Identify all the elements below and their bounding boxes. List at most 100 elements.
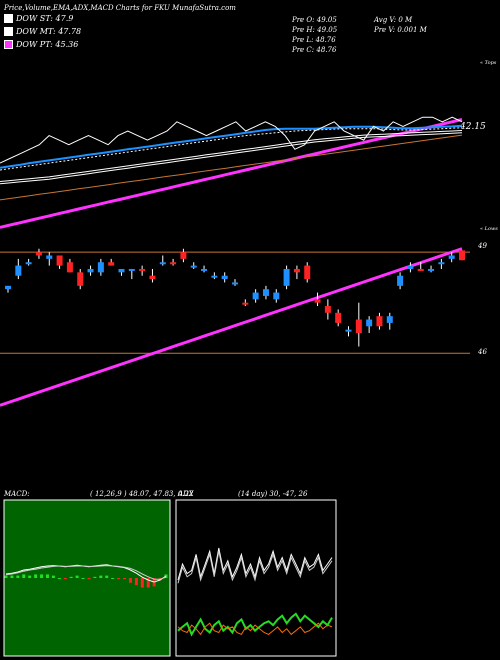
legend-swatch xyxy=(4,27,13,36)
candle-body xyxy=(386,316,393,323)
macd-histogram-bar xyxy=(22,574,26,578)
legend-label: DOW PT: 45.36 xyxy=(16,40,79,49)
candle-body xyxy=(335,312,342,323)
candle-body xyxy=(232,282,238,285)
macd-histogram-bar xyxy=(16,575,20,578)
pre-open: Pre O: 49.05 xyxy=(292,16,337,24)
adx-title: ADX xyxy=(178,490,194,498)
price-label-49: 49 xyxy=(478,242,487,250)
candle-body xyxy=(180,252,187,259)
macd-histogram-bar xyxy=(57,578,61,579)
candle-body xyxy=(397,275,404,286)
candle-body xyxy=(97,262,104,273)
ema-short-line xyxy=(0,124,463,169)
macd-histogram-bar xyxy=(75,575,79,578)
macd-title: MACD: xyxy=(4,490,30,498)
candle-body xyxy=(283,268,290,286)
ema-mid-line xyxy=(0,130,463,182)
legend-dow-pt: DOW PT: 45.36 xyxy=(4,40,78,49)
candle-body xyxy=(417,268,424,271)
macd-histogram-bar xyxy=(123,578,127,580)
ema-mid-line-2 xyxy=(0,132,463,185)
pre-high: Pre H: 49.05 xyxy=(292,26,338,34)
pre-volume: Pre V: 0.001 M xyxy=(374,26,427,34)
candle-body xyxy=(149,275,156,280)
macd-histogram-bar xyxy=(87,578,91,580)
chart-title: Price,Volume,EMA,ADX,MACD Charts for FKU… xyxy=(4,4,236,12)
legend-label: DOW ST: 47.9 xyxy=(16,14,74,23)
macd-histogram-bar xyxy=(140,578,144,588)
legend-dow-mt: DOW MT: 47.78 xyxy=(4,27,81,36)
price-close-line xyxy=(0,116,463,164)
candle-body xyxy=(293,268,300,273)
macd-histogram-bar xyxy=(93,576,97,578)
candle-body xyxy=(407,265,414,269)
adx-line-2 xyxy=(177,551,333,584)
candle-body xyxy=(314,299,321,303)
candle-body xyxy=(108,262,115,266)
candle-body xyxy=(366,319,373,327)
macd-values: ( 12,26,9 ) 48.07, 47.83, 0.22 xyxy=(90,490,194,498)
candle-body xyxy=(35,252,42,256)
macd-histogram-bar xyxy=(99,575,103,578)
macd-histogram-bar xyxy=(40,574,44,578)
macd-histogram-bar xyxy=(134,578,138,586)
ema-pt-line xyxy=(0,118,463,229)
legend-swatch xyxy=(4,14,13,23)
candle-body xyxy=(438,262,445,265)
candle-body xyxy=(324,306,331,313)
candle-body xyxy=(448,255,455,259)
adx-plus-di-line xyxy=(177,612,333,637)
candle-body xyxy=(201,268,208,271)
macd-histogram-bar xyxy=(128,578,132,583)
candle-body xyxy=(252,292,259,300)
candle-body xyxy=(25,262,32,265)
macd-histogram-bar xyxy=(117,578,121,580)
candle-body xyxy=(118,268,125,273)
ema-medium-line xyxy=(0,127,463,171)
dow-pt-line xyxy=(0,247,463,407)
adx-minus-di-line xyxy=(177,622,333,636)
candle-body xyxy=(159,262,166,265)
candle-body xyxy=(428,268,435,271)
candle-body xyxy=(190,265,197,268)
candle-body xyxy=(139,268,146,271)
candle-body xyxy=(15,265,22,276)
candle-body xyxy=(273,292,280,300)
lows-label: « Lows xyxy=(480,226,498,232)
tops-label: « Tops xyxy=(480,60,497,66)
pre-low: Pre L: 48.76 xyxy=(292,36,336,44)
candle-body xyxy=(304,265,311,280)
macd-histogram-bar xyxy=(105,575,109,578)
candle-body xyxy=(77,272,84,286)
macd-histogram-bar xyxy=(51,575,55,578)
macd-histogram-bar xyxy=(69,576,73,578)
candle-body xyxy=(242,302,249,305)
candle-body xyxy=(355,319,362,334)
macd-histogram-bar xyxy=(45,574,49,578)
candle-body xyxy=(56,255,63,266)
candle-body xyxy=(170,262,177,265)
pre-close: Pre C: 48.76 xyxy=(292,46,337,54)
macd-histogram-bar xyxy=(4,575,8,578)
candle-body xyxy=(221,275,228,280)
candle-body xyxy=(5,285,11,290)
adx-line xyxy=(177,547,333,581)
ema-value-label: 42.15 xyxy=(460,122,486,132)
price-label-46: 46 xyxy=(478,348,487,356)
legend-dow-st: DOW ST: 47.9 xyxy=(4,14,73,23)
candle-body xyxy=(376,316,383,327)
adx-values: (14 day) 30, -47, 26 xyxy=(238,490,308,498)
avg-volume: Avg V: 0 M xyxy=(374,16,413,24)
candle-body xyxy=(345,329,352,332)
macd-histogram-bar xyxy=(63,578,67,580)
macd-histogram-bar xyxy=(111,578,115,579)
candle-body xyxy=(128,268,135,271)
candle-body xyxy=(46,255,53,259)
legend-label: DOW MT: 47.78 xyxy=(16,27,82,36)
ema-long-line xyxy=(0,134,463,201)
macd-histogram-bar xyxy=(34,574,38,578)
candle-body xyxy=(66,262,73,273)
macd-histogram-bar xyxy=(28,575,32,578)
